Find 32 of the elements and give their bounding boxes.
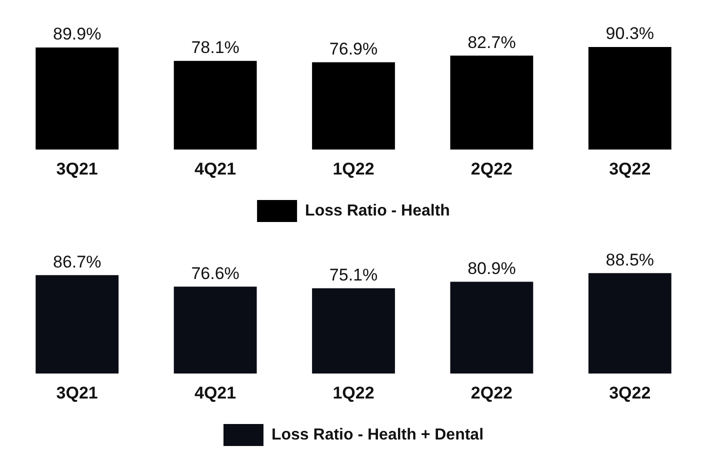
bar xyxy=(312,62,395,150)
x-tick-label: 3Q21 xyxy=(56,159,98,178)
data-label: 89.9% xyxy=(53,24,102,44)
bar xyxy=(174,60,257,150)
data-label: 76.9% xyxy=(329,39,378,58)
bar xyxy=(588,47,672,150)
data-label: 90.3% xyxy=(606,24,654,44)
legend-label: Loss Ratio - Health xyxy=(305,202,450,220)
x-tick-label: 1Q22 xyxy=(332,383,374,402)
bar xyxy=(588,273,672,374)
data-label: 75.1% xyxy=(329,265,378,284)
x-tick-label: 4Q21 xyxy=(194,383,236,402)
bar xyxy=(36,275,119,374)
legend-label: Loss Ratio - Health + Dental xyxy=(271,426,484,444)
x-tick-label: 1Q22 xyxy=(332,159,374,178)
data-label: 80.9% xyxy=(468,258,516,278)
data-label: 86.7% xyxy=(53,252,102,272)
x-tick-label: 2Q22 xyxy=(470,383,512,402)
bar xyxy=(450,56,534,150)
x-tick-label: 4Q21 xyxy=(194,159,236,178)
bar xyxy=(450,282,534,374)
bar xyxy=(174,286,257,374)
data-label: 82.7% xyxy=(468,32,516,52)
x-tick-label: 3Q22 xyxy=(609,383,651,402)
x-tick-label: 3Q21 xyxy=(56,383,98,402)
bar xyxy=(312,288,395,374)
bar xyxy=(36,47,119,150)
x-tick-label: 2Q22 xyxy=(470,159,512,178)
x-tick-label: 3Q22 xyxy=(609,159,651,178)
data-label: 88.5% xyxy=(606,250,654,270)
data-label: 76.6% xyxy=(191,264,240,283)
data-label: 78.1% xyxy=(191,38,240,58)
